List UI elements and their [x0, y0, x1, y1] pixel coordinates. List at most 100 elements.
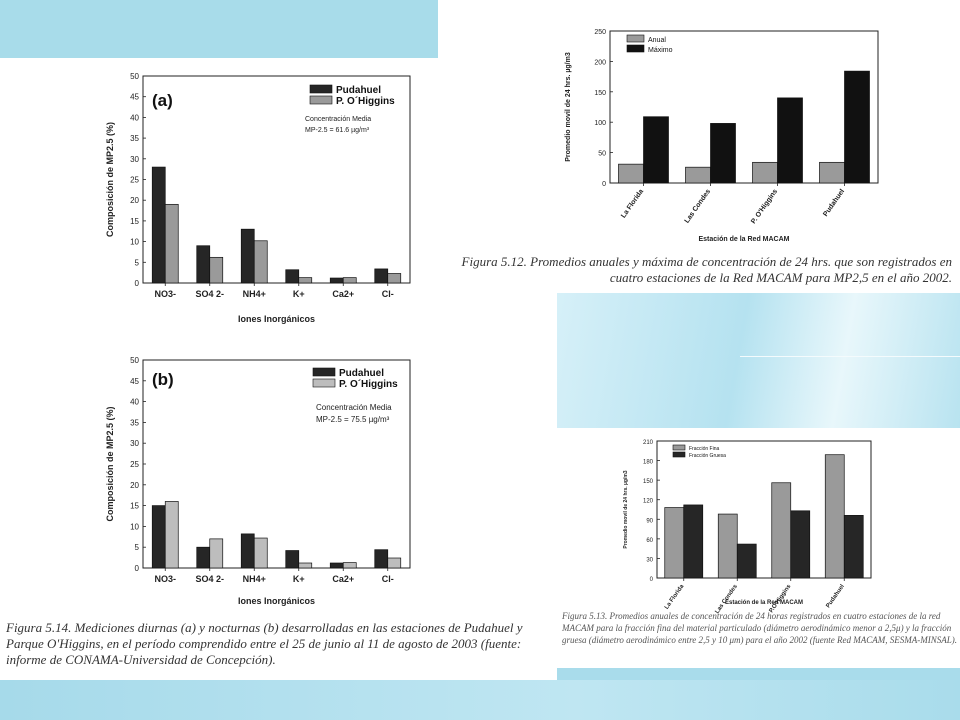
- right-bottom-figure-sheet: [557, 428, 960, 668]
- y-tick-label: 250: [594, 29, 606, 36]
- figure-5-14-caption: Figura 5.14. Mediciones diurnas (a) y no…: [6, 620, 523, 667]
- category-label: K+: [293, 289, 305, 299]
- y-axis-title: Composición de MP2.5 (%): [105, 406, 115, 521]
- bar-pudahuel-2: [240, 228, 255, 284]
- category-label: K+: [293, 574, 305, 584]
- y-tick-label: 10: [130, 522, 139, 531]
- plot-frame: [656, 440, 872, 579]
- bar-fracci-n-fina-1: [717, 513, 738, 579]
- bar-p-o-higgins-5: [387, 557, 402, 569]
- y-tick-label: 45: [130, 93, 139, 102]
- y-tick-label: 35: [130, 418, 139, 427]
- bar-p-o-higgins-2: [253, 240, 268, 284]
- y-tick-label: 100: [594, 120, 606, 127]
- bar-p-o-higgins-5: [387, 273, 402, 284]
- bar-fracci-n-gruesa-1: [736, 543, 757, 579]
- bar-m-ximo-0: [643, 116, 669, 184]
- chart-note: Concentración Media: [305, 116, 371, 123]
- category-label: NO3-: [154, 574, 176, 584]
- legend-label: P. O´Higgins: [339, 379, 398, 390]
- bar-p-o-higgins-4: [342, 277, 357, 284]
- y-tick-label: 0: [135, 564, 140, 573]
- x-axis-title: Estación de la Red MACAM: [725, 600, 803, 606]
- legend-swatch: [312, 367, 336, 377]
- category-label: Ca2+: [332, 574, 354, 584]
- category-label: Pudahuel: [822, 188, 846, 218]
- legend-swatch: [626, 44, 645, 53]
- legend-label: P. O´Higgins: [336, 96, 395, 107]
- y-axis-title: Promedio movil de 24 hrs. µg/m3: [565, 52, 572, 162]
- panel-label: (a): [152, 91, 173, 110]
- bar-pudahuel-4: [329, 562, 344, 569]
- bar-fracci-n-gruesa-3: [843, 515, 864, 579]
- x-axis-title: Estación de la Red MACAM: [698, 236, 789, 243]
- x-axis-title: Iones Inorgánicos: [238, 314, 315, 324]
- legend-swatch: [672, 451, 686, 458]
- top-blue-band: [0, 0, 438, 58]
- bar-m-ximo-2: [777, 97, 803, 184]
- bar-anual-3: [819, 161, 845, 184]
- y-tick-label: 5: [135, 543, 140, 552]
- y-tick-label: 200: [594, 59, 606, 66]
- plot-frame: [142, 75, 411, 284]
- legend-swatch: [626, 34, 645, 43]
- y-tick-label: 25: [130, 176, 139, 185]
- y-tick-label: 180: [643, 460, 654, 466]
- bar-pudahuel-2: [240, 533, 255, 569]
- bar-anual-1: [685, 166, 711, 184]
- y-tick-label: 15: [130, 217, 139, 226]
- y-tick-label: 50: [130, 72, 139, 81]
- bar-fracci-n-gruesa-0: [683, 504, 704, 579]
- bar-p-o-higgins-2: [253, 537, 268, 569]
- legend-swatch: [312, 378, 336, 388]
- y-tick-label: 25: [130, 460, 139, 469]
- y-tick-label: 150: [594, 90, 606, 97]
- chart-note: Concentración Media: [316, 403, 392, 412]
- figure-5-12-caption: Figura 5.12. Promedios anuales y máxima …: [461, 254, 952, 285]
- bar-p-o-higgins-0: [164, 501, 179, 569]
- y-tick-label: 30: [130, 439, 139, 448]
- bar-p-o-higgins-3: [298, 277, 313, 284]
- legend-label: Fracción Gruesa: [689, 453, 726, 459]
- y-tick-label: 120: [643, 499, 654, 505]
- category-label: NH4+: [243, 289, 266, 299]
- category-label: Ca2+: [332, 289, 354, 299]
- bar-pudahuel-5: [374, 549, 389, 569]
- y-tick-label: 0: [650, 577, 654, 583]
- bottom-blue-band: [0, 680, 960, 720]
- bar-pudahuel-0: [151, 166, 166, 284]
- y-tick-label: 5: [135, 258, 140, 267]
- bar-p-o-higgins-0: [164, 203, 179, 284]
- bar-p-o-higgins-1: [209, 538, 224, 569]
- bar-m-ximo-3: [844, 70, 870, 184]
- category-label: P. O'Higgins: [750, 188, 779, 225]
- bar-pudahuel-5: [374, 268, 389, 284]
- bar-fracci-n-fina-2: [771, 482, 792, 579]
- y-tick-label: 60: [646, 538, 653, 544]
- y-tick-label: 50: [598, 151, 606, 158]
- legend-label: Pudahuel: [336, 85, 381, 96]
- bar-fracci-n-gruesa-2: [790, 510, 811, 579]
- chart-a-diurnal: 0 5 10 15 20 25 30 35 40 45 50 NO3- SO4 2- NH4+ K+ Ca2+…: [105, 72, 411, 324]
- bar-p-o-higgins-3: [298, 562, 313, 569]
- plot-frame: [609, 30, 879, 184]
- y-axis-title: Promedio movil de 24 hrs. µg/m3: [623, 470, 629, 548]
- y-tick-label: 210: [643, 440, 654, 446]
- category-label: Cl-: [382, 574, 394, 584]
- bar-anual-0: [618, 163, 644, 184]
- x-axis-title: Iones Inorgánicos: [238, 596, 315, 606]
- chart-figure-5-12: 0 50 100 150 200 250 La Florida Las Condes P. O'…: [565, 29, 879, 243]
- figure-5-13-caption: Figura 5.13. Promedios anuales de concen…: [562, 611, 957, 645]
- y-tick-label: 150: [643, 479, 654, 485]
- category-label: SO4 2-: [195, 289, 224, 299]
- y-tick-label: 30: [130, 155, 139, 164]
- decorative-line: [740, 356, 960, 357]
- category-label: La Florida: [620, 188, 645, 220]
- y-tick-label: 45: [130, 377, 139, 386]
- y-tick-label: 40: [130, 398, 139, 407]
- bar-pudahuel-0: [151, 505, 166, 569]
- bar-fracci-n-fina-0: [664, 507, 685, 579]
- y-axis-title: Composición de MP2.5 (%): [105, 122, 115, 237]
- y-tick-label: 15: [130, 502, 139, 511]
